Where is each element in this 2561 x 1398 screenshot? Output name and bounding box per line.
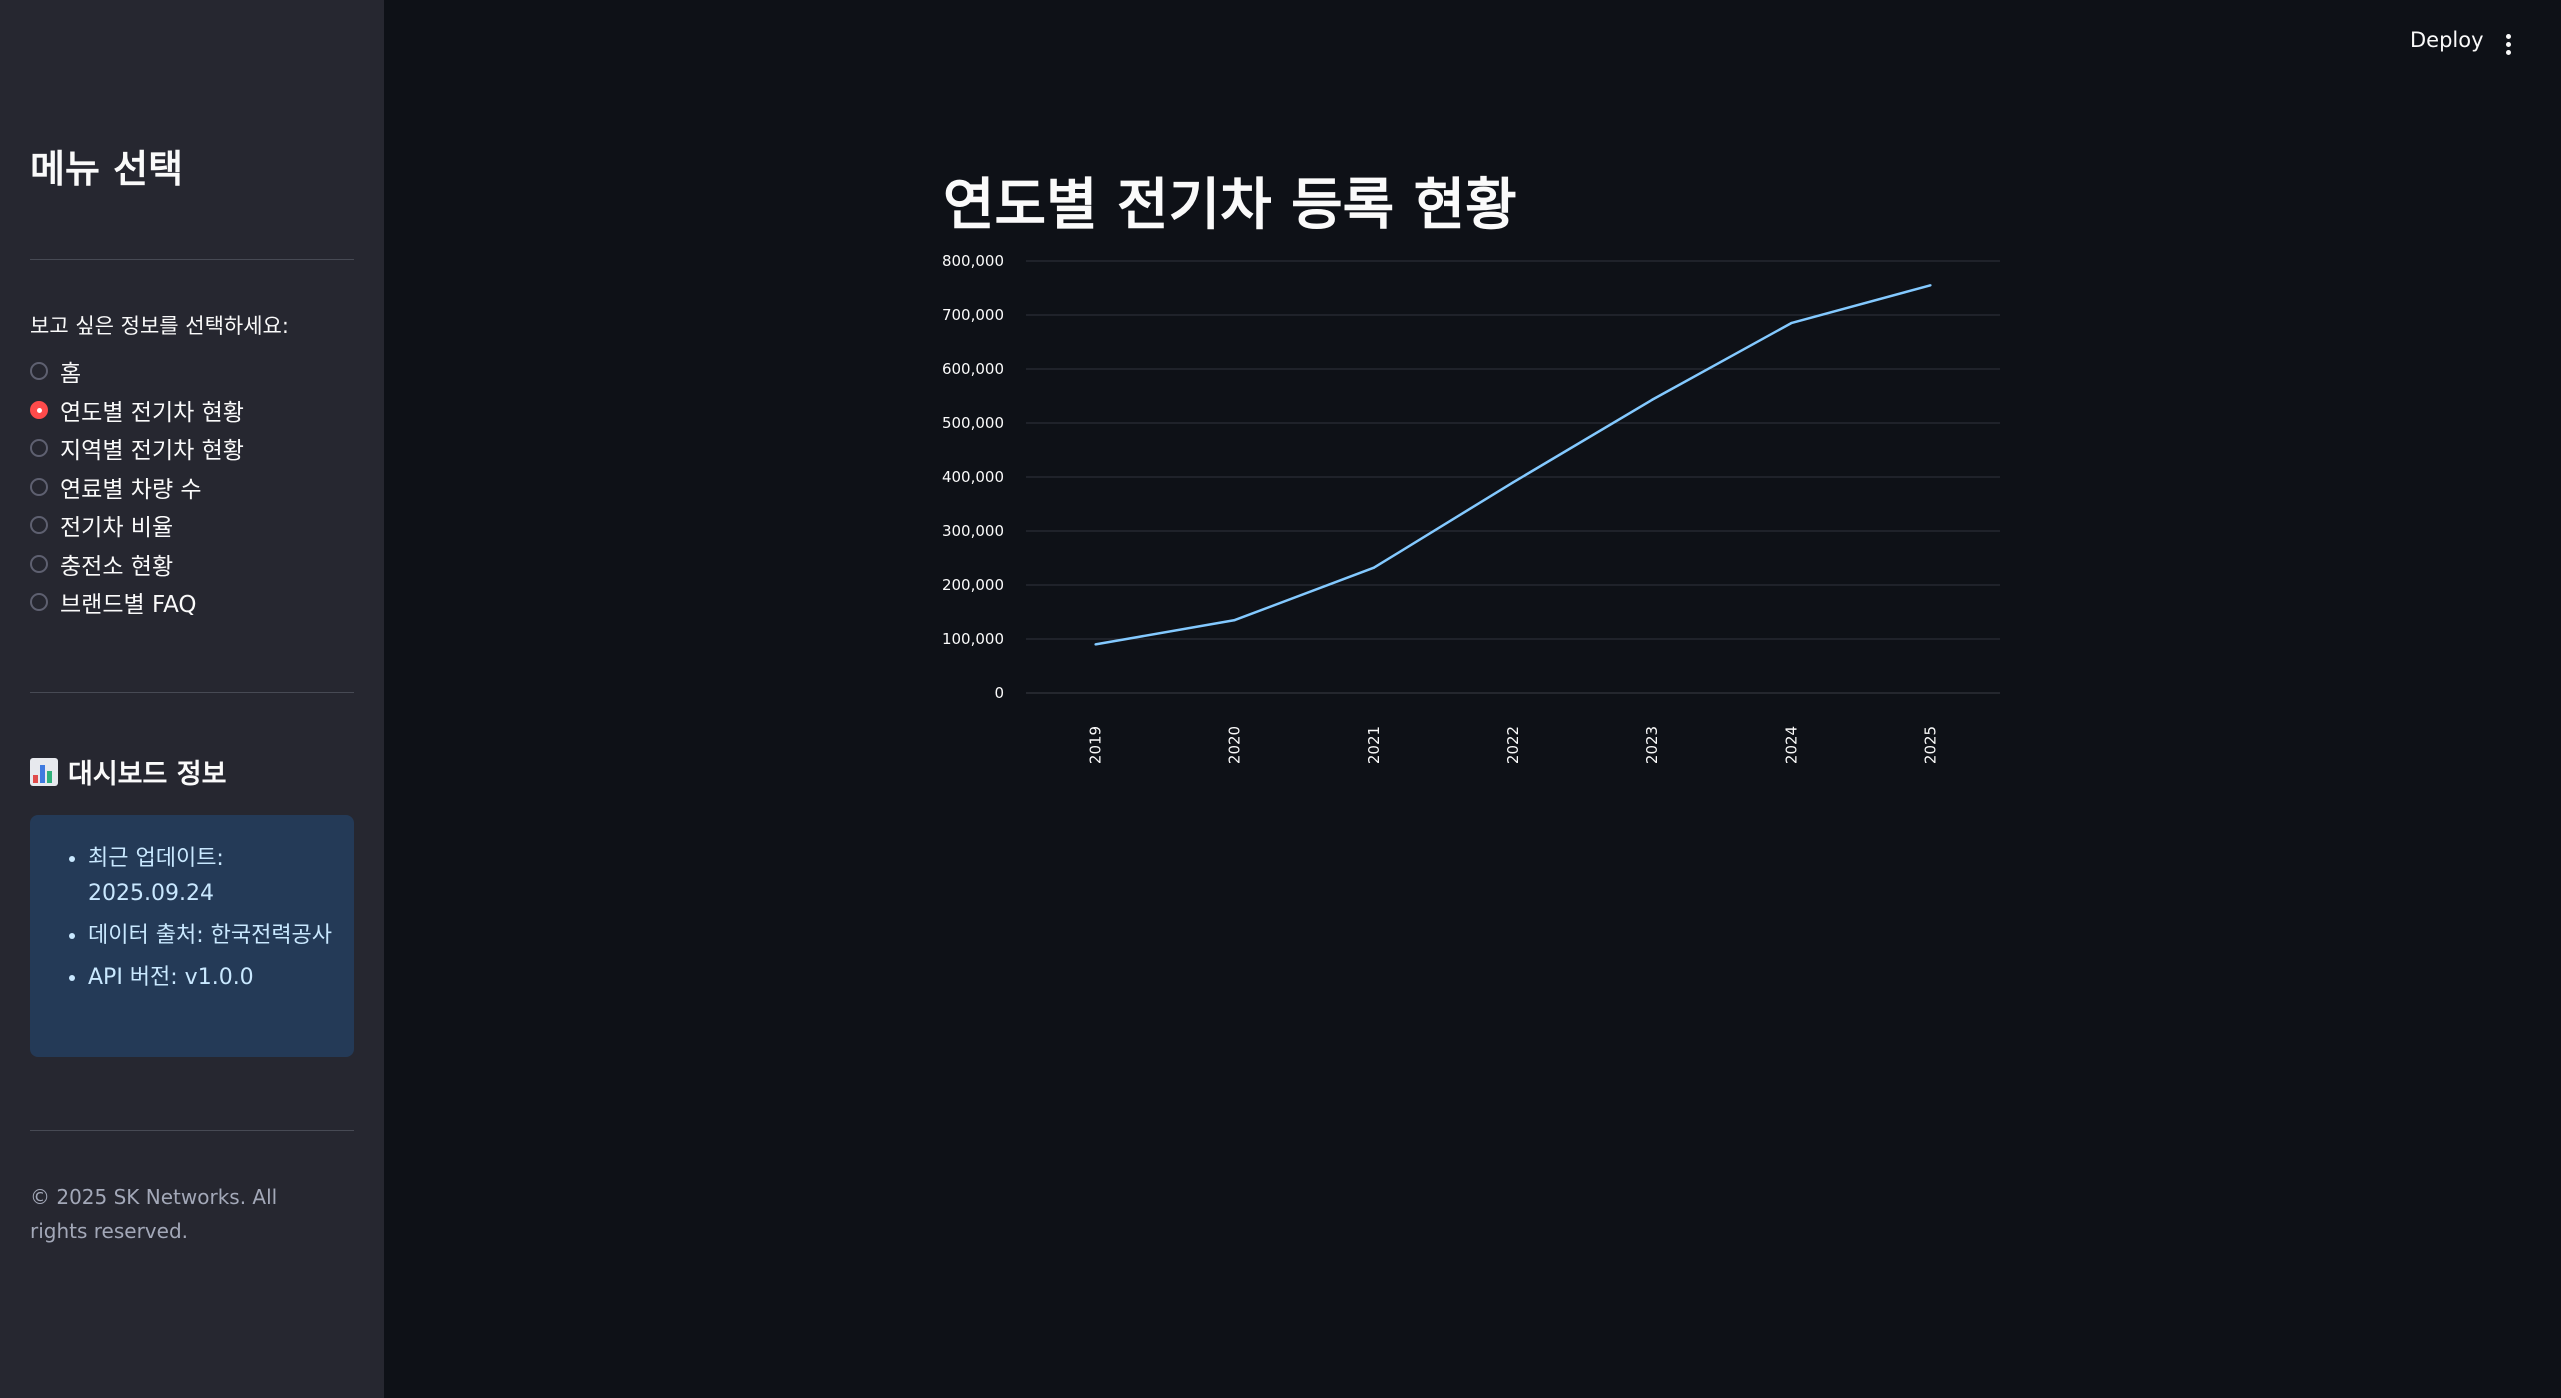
info-item: 최근 업데이트: 2025.09.24 [88,841,338,911]
data-point [1929,284,1932,287]
data-point [1511,481,1515,484]
y-tick-label: 200,000 [942,576,1004,594]
page-title: 연도별 전기차 등록 현황 [943,173,1517,238]
x-tick-label: 2025 [1921,726,1939,764]
info-item: 데이터 출처: 한국전력공사 [88,918,338,953]
menu-option-6[interactable]: 브랜드별 FAQ [30,583,244,622]
menu-option-3[interactable]: 연료별 차량 수 [30,468,244,507]
sidebar-title: 메뉴 선택 [30,147,184,191]
bar-chart-emoji-icon [30,757,58,786]
menu-option-label: 전기차 비율 [60,515,174,542]
menu-option-0[interactable]: 홈 [30,352,244,391]
radio-prompt: 보고 싶은 정보를 선택하세요: [30,314,289,338]
radio-dot-icon[interactable] [30,593,48,612]
y-tick-label: 600,000 [942,360,1004,378]
radio-dot-icon[interactable] [30,400,48,419]
deploy-button[interactable]: Deploy [2410,28,2484,52]
data-point [1233,618,1236,622]
info-list: 최근 업데이트: 2025.09.24 데이터 출처: 한국전력공사 API 버전:… [54,841,338,995]
menu-option-5[interactable]: 충전소 현황 [30,545,244,584]
x-tick-label: 2024 [1782,726,1800,764]
radio-dot-icon[interactable] [30,439,48,458]
menu-option-label: 연료별 차량 수 [60,476,202,503]
radio-dot-icon[interactable] [30,554,48,573]
sidebar-divider [30,692,354,693]
info-item: API 버전: v1.0.0 [88,960,338,995]
menu-option-label: 홈 [60,361,82,388]
info-box: 최근 업데이트: 2025.09.24 데이터 출처: 한국전력공사 API 버전:… [30,815,354,1057]
sidebar-divider [30,1130,354,1131]
menu-option-4[interactable]: 전기차 비율 [30,506,244,545]
sidebar-divider [30,259,354,260]
x-tick-label: 2021 [1365,726,1383,764]
y-tick-label: 300,000 [942,522,1004,540]
series-line [1095,284,1931,646]
y-tick-label: 100,000 [942,630,1004,648]
data-point [1094,643,1097,646]
y-tick-label: 700,000 [942,306,1004,324]
info-heading-label: 대시보드 정보 [68,759,227,790]
data-point [1650,398,1654,401]
y-tick-label: 0 [994,684,1004,702]
radio-dot-icon[interactable] [30,477,48,496]
data-point [1790,321,1793,325]
y-tick-label: 500,000 [942,414,1004,432]
radio-dot-icon[interactable] [30,516,48,535]
menu-option-label: 브랜드별 FAQ [60,592,197,619]
x-tick-label: 2020 [1226,726,1244,764]
menu-option-label: 연도별 전기차 현황 [60,399,244,426]
radio-dot-icon[interactable] [30,362,48,381]
y-tick-label: 800,000 [942,252,1004,270]
x-tick-label: 2022 [1504,726,1522,764]
line-chart: 0 100,000 200,000 300,000 400,000 500,000 600,… [942,252,2000,764]
menu-option-label: 충전소 현황 [60,553,174,580]
data-point [1372,566,1376,569]
menu-option-1[interactable]: 연도별 전기차 현황 [30,391,244,430]
menu-option-label: 지역별 전기차 현황 [60,438,244,465]
x-tick-label: 2023 [1643,726,1661,764]
x-tick-label: 2019 [1087,726,1105,764]
footer-copyright: © 2025 SK Networks. All rights reserved. [30,1185,278,1243]
menu-option-2[interactable]: 지역별 전기차 현황 [30,429,244,468]
more-vertical-icon[interactable] [2506,34,2512,58]
info-heading: 대시보드 정보 [30,752,226,791]
y-tick-label: 400,000 [942,468,1004,486]
